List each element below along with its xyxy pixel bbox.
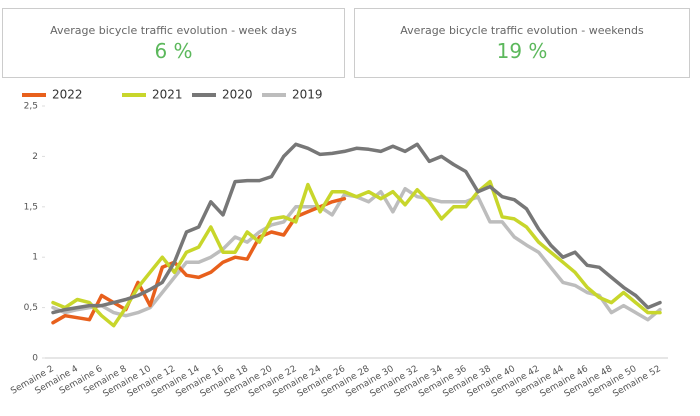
legend-label: 2022: [52, 88, 83, 102]
legend-label: 2021: [152, 88, 183, 102]
kpi-value: 6 %: [154, 39, 193, 63]
y-tick-label: 1: [32, 253, 38, 263]
kpi-value: 19 %: [496, 39, 548, 63]
kpi-card: Average bicycle traffic evolution - week…: [2, 8, 345, 78]
legend-label: 2019: [292, 88, 323, 102]
kpi-card: Average bicycle traffic evolution - week…: [354, 8, 690, 78]
series-line: [51, 142, 662, 315]
series-line: [51, 179, 662, 328]
y-tick-label: 2: [32, 152, 38, 162]
kpi-title: Average bicycle traffic evolution - week…: [400, 24, 644, 37]
y-tick-label: 0: [32, 354, 38, 364]
legend-label: 2020: [222, 88, 253, 102]
y-tick-label: 1,5: [24, 202, 38, 212]
y-tick-label: 0,5: [24, 303, 38, 313]
y-tick-label: 2,5: [24, 102, 38, 112]
kpi-title: Average bicycle traffic evolution - week…: [50, 24, 297, 37]
